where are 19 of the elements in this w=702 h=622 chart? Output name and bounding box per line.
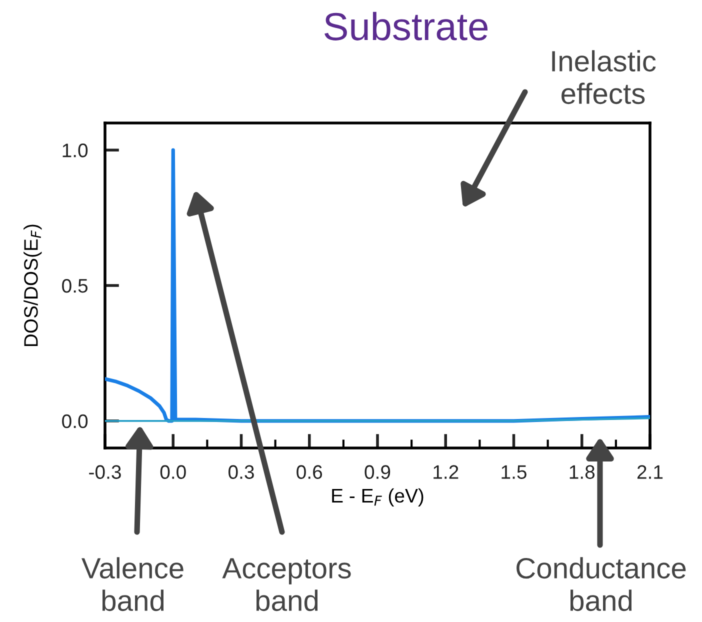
y-tick-label: 1.0 (62, 144, 88, 158)
x-tick-label: 0.9 (364, 465, 390, 479)
x-tick-label: 0.3 (228, 465, 254, 479)
chart-title: Substrate (324, 12, 488, 40)
x-tick-label: 1.8 (570, 465, 595, 479)
x-tick-label: 0.6 (296, 465, 322, 479)
y-tick-label: 0.0 (62, 414, 88, 428)
x-tick-label: -0.3 (89, 465, 121, 479)
y-tick-label: 0.5 (62, 278, 88, 293)
y-axis-title: DOS/DOS(E$_{F}$) (24, 224, 42, 346)
x-tick-label: 2.1 (637, 465, 663, 479)
x-tick-label: 0.0 (160, 465, 186, 479)
x-tick-label: 1.5 (502, 465, 526, 479)
text: Inelastic effects (552, 50, 656, 104)
text: Acceptors band (222, 558, 351, 612)
x-axis-title: E - E$_{F}$ (eV) (332, 488, 424, 506)
x-tick-label: 1.2 (434, 465, 458, 479)
text: Valence band (82, 557, 184, 612)
text: Conductance band (516, 557, 686, 612)
